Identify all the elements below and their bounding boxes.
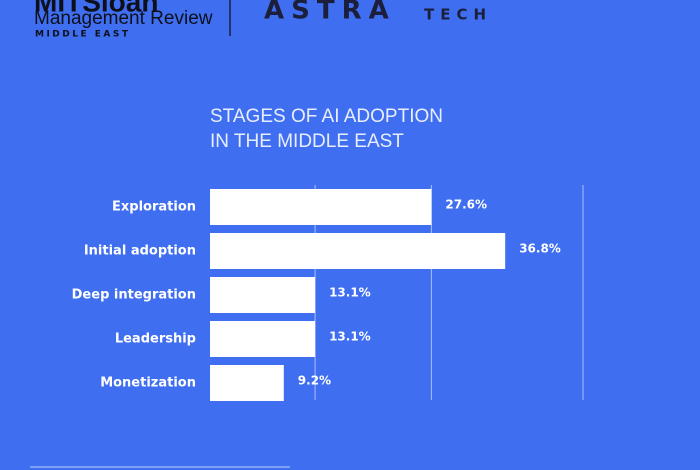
bar	[210, 233, 506, 269]
category-label: Leadership	[115, 332, 196, 347]
value-label: 36.8%	[519, 242, 561, 256]
bar	[210, 189, 432, 225]
category-label: Deep integration	[72, 288, 196, 303]
value-label: 13.1%	[329, 286, 371, 300]
category-label: Exploration	[112, 200, 196, 215]
bar	[210, 277, 316, 313]
value-label: 9.2%	[298, 374, 331, 388]
category-label: Initial adoption	[84, 244, 196, 259]
chart-title: IN THE MIDDLE EAST	[210, 131, 404, 152]
bar	[210, 321, 316, 357]
chart-title: STAGES OF AI ADOPTION	[210, 106, 443, 127]
logo-main: Management Review	[34, 8, 213, 29]
logo-sub: MIDDLE EAST	[35, 30, 131, 40]
category-label: Monetization	[100, 376, 196, 391]
partner-main: ASTRA	[264, 0, 396, 26]
bar	[210, 365, 284, 401]
value-label: 27.6%	[445, 198, 487, 212]
value-label: 13.1%	[329, 330, 371, 344]
partner-sub: TECH	[424, 6, 492, 24]
logo-top: MITSloan	[34, 0, 158, 17]
